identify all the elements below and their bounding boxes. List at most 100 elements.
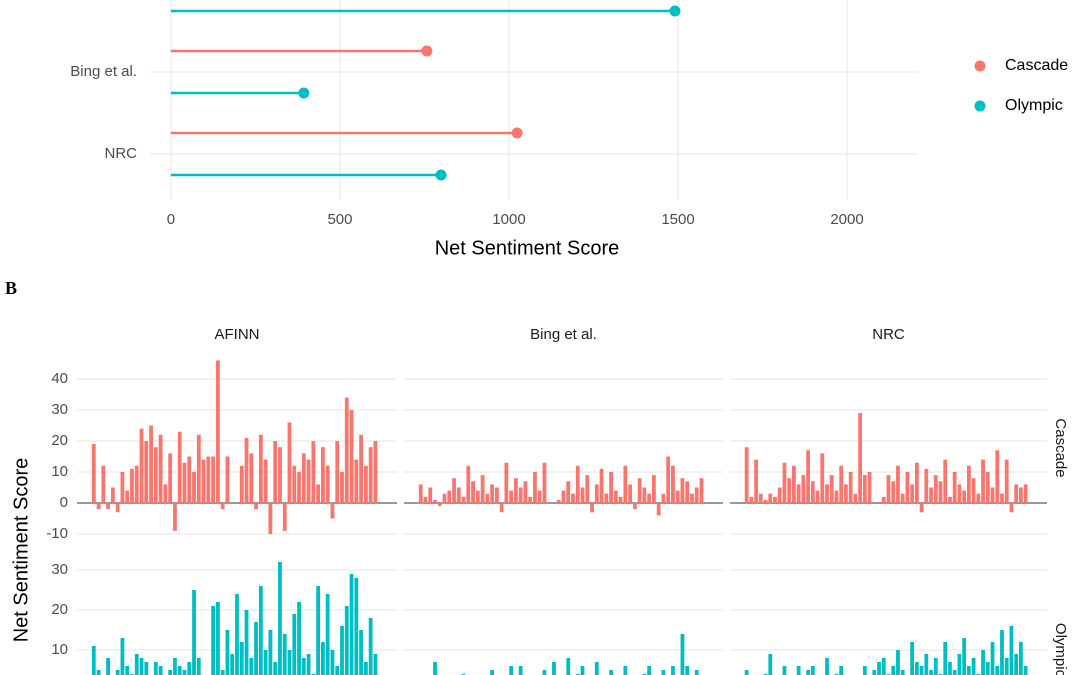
bar (585, 475, 590, 503)
bar (340, 472, 344, 503)
bar (671, 465, 675, 503)
bar (792, 465, 796, 503)
bar (853, 493, 858, 503)
bar (282, 634, 287, 675)
bar (528, 496, 533, 503)
bar (957, 654, 962, 675)
bar (268, 503, 273, 534)
bar (810, 666, 815, 675)
bar (623, 666, 628, 675)
bar (1018, 487, 1023, 503)
facet-label: Bing et al. (530, 326, 597, 343)
bar (130, 468, 134, 503)
facet-panel (77, 562, 397, 675)
bar (153, 447, 158, 503)
bar (509, 666, 514, 675)
bar (249, 658, 254, 675)
bar (971, 658, 976, 675)
bar (330, 503, 335, 519)
bar (768, 654, 773, 675)
legend-key (974, 100, 986, 112)
bar (1004, 658, 1009, 675)
bar (1009, 626, 1014, 675)
bar (163, 484, 168, 503)
bar (187, 662, 192, 675)
bar (330, 650, 335, 675)
bar (796, 484, 801, 503)
bar (839, 465, 844, 503)
lollipop-dot (511, 127, 523, 139)
bar (962, 638, 967, 675)
bar (363, 465, 368, 503)
bar (325, 465, 330, 503)
bar (125, 490, 130, 503)
y-tick-label: -10 (46, 525, 68, 542)
bar (354, 459, 359, 503)
bar (943, 459, 948, 503)
bar (604, 493, 609, 503)
facet-label: AFINN (215, 326, 260, 343)
bar (561, 490, 566, 503)
y-axis-title: Net Sentiment Score (10, 458, 32, 643)
bar (844, 484, 848, 503)
facet-panel (404, 569, 723, 675)
bar (287, 422, 292, 503)
facet-label: NRC (872, 326, 905, 343)
bar (896, 650, 900, 675)
bar (268, 630, 273, 675)
y-tick-label: 30 (51, 561, 68, 578)
bar (966, 465, 971, 503)
bar (211, 606, 216, 675)
y-tick-label: 0 (60, 494, 68, 511)
bar (278, 447, 282, 503)
bar (306, 654, 311, 675)
bar (839, 666, 844, 675)
bar (485, 493, 490, 503)
bar (787, 478, 792, 503)
bar (254, 503, 258, 510)
bar (533, 472, 537, 503)
bar (661, 493, 666, 503)
bar (220, 670, 225, 675)
bar (144, 441, 149, 503)
bar (966, 666, 971, 675)
bar (192, 590, 196, 675)
bar (919, 503, 924, 513)
bar (886, 475, 891, 503)
bar (924, 654, 929, 675)
bar (125, 666, 130, 675)
bar (115, 670, 120, 675)
bar (220, 503, 225, 510)
bar (196, 434, 201, 503)
bar (929, 670, 933, 675)
bar (862, 666, 867, 675)
bar (929, 487, 933, 503)
bar (675, 490, 680, 503)
bar (120, 638, 125, 675)
bar (173, 503, 177, 531)
bar (134, 465, 139, 503)
y-tick-label: 20 (51, 432, 68, 449)
bar (206, 456, 211, 503)
bar (744, 447, 749, 503)
bar (292, 465, 297, 503)
bar (158, 434, 163, 503)
bar (433, 662, 437, 675)
bar (263, 459, 268, 503)
bar (685, 666, 690, 675)
bar (349, 410, 354, 503)
bar (182, 462, 187, 503)
bar (773, 496, 777, 503)
bar (335, 666, 340, 675)
bar (153, 662, 158, 675)
bar (254, 622, 258, 675)
facet-panel (404, 378, 723, 535)
bar (230, 654, 235, 675)
row-label: Olympic (1052, 623, 1069, 675)
bar (244, 437, 249, 503)
bar (344, 397, 349, 503)
bar (168, 453, 173, 503)
bar (914, 462, 919, 503)
y-tick-label: NRC (105, 145, 138, 162)
bar (637, 478, 642, 503)
